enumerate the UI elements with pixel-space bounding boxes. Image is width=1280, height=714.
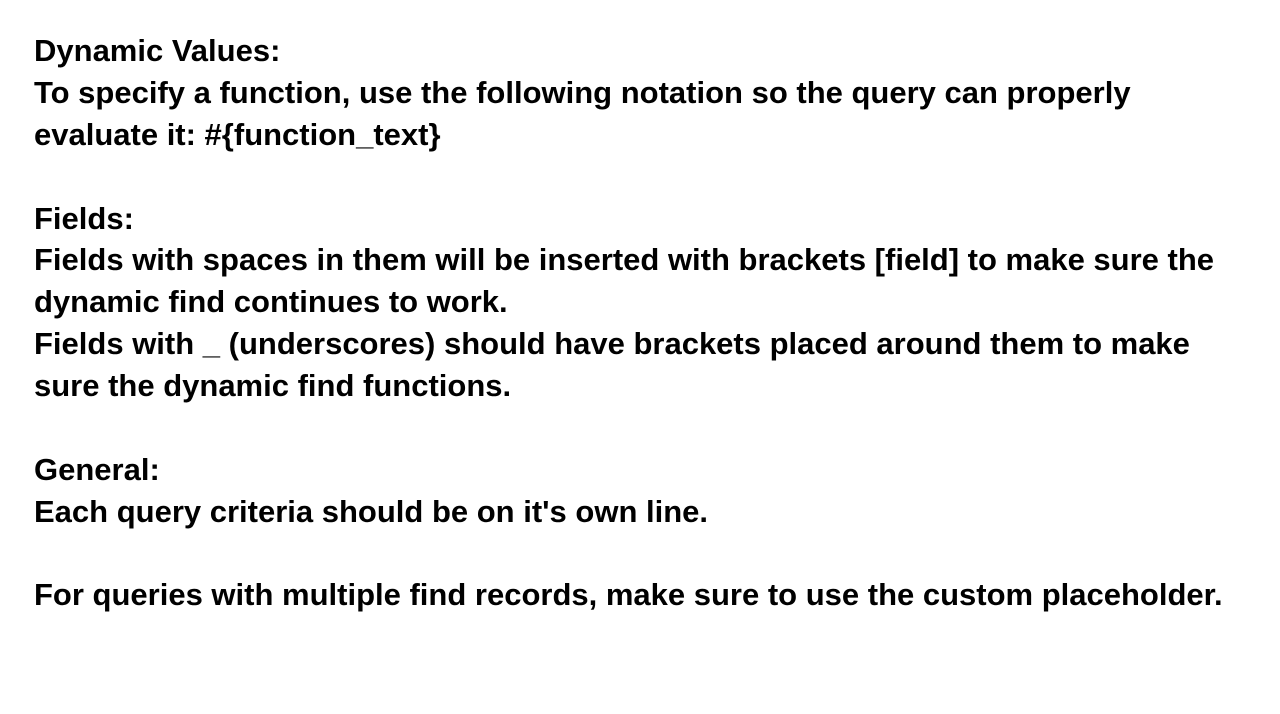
fields-body-2: Fields with _ (underscores) should have …: [34, 326, 1190, 403]
section-general: General: Each query criteria should be o…: [34, 449, 1246, 533]
general-body: Each query criteria should be on it's ow…: [34, 494, 708, 529]
fields-heading: Fields:: [34, 201, 134, 236]
section-fields: Fields: Fields with spaces in them will …: [34, 198, 1246, 407]
dynamic-values-body: To specify a function, use the following…: [34, 75, 1131, 152]
footer-body: For queries with multiple find records, …: [34, 577, 1223, 612]
section-footer: For queries with multiple find records, …: [34, 574, 1246, 616]
section-dynamic-values: Dynamic Values: To specify a function, u…: [34, 30, 1246, 156]
dynamic-values-heading: Dynamic Values:: [34, 33, 280, 68]
general-heading: General:: [34, 452, 160, 487]
fields-body-1: Fields with spaces in them will be inser…: [34, 242, 1214, 319]
